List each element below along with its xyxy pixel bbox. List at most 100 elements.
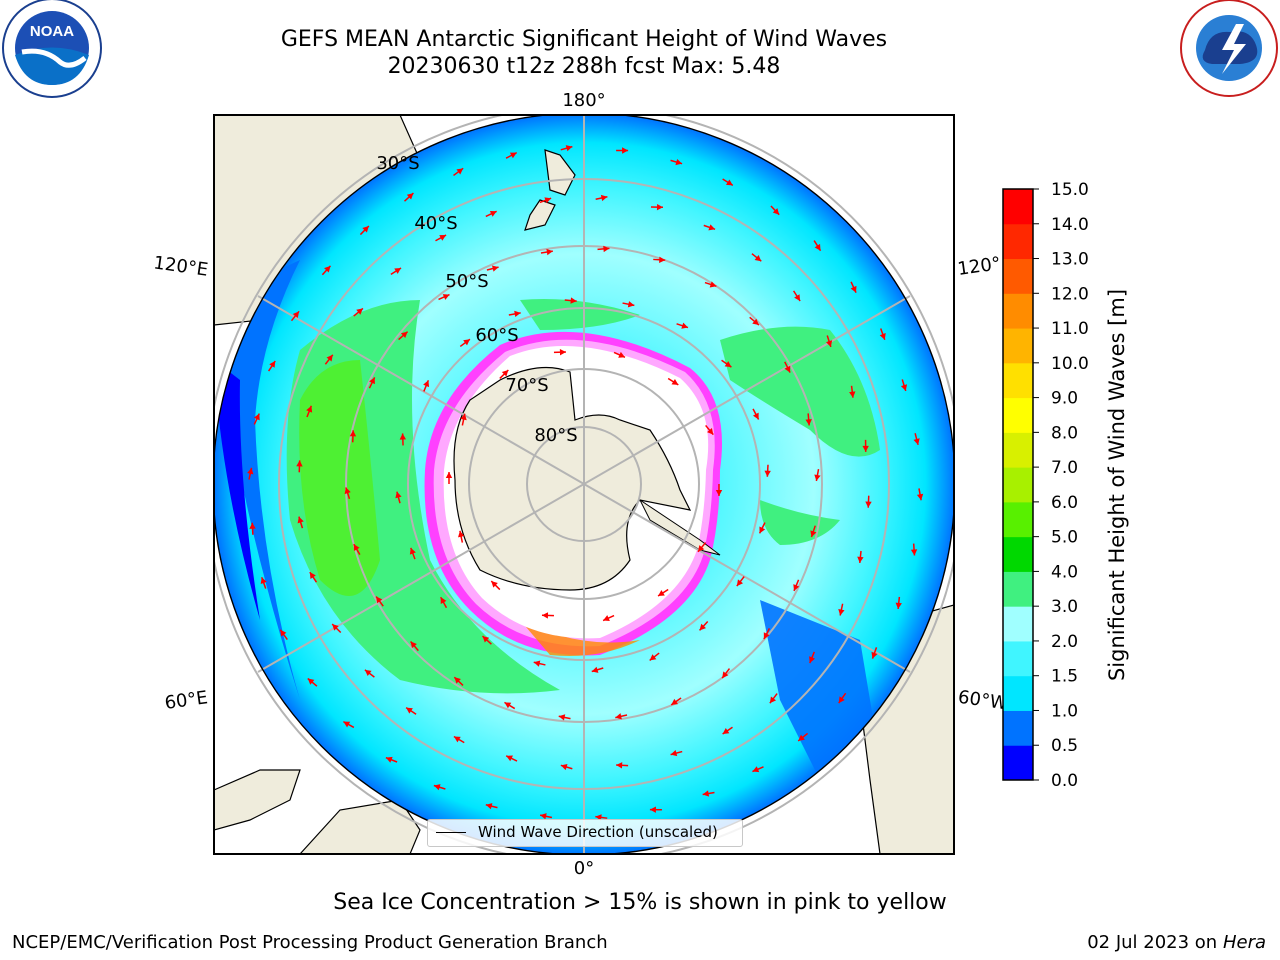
wave-arrow-head — [616, 762, 623, 769]
colorbar-segment — [1003, 675, 1033, 711]
wave-arrow-head — [603, 615, 610, 621]
colorbar-segment — [1003, 536, 1033, 572]
wave-arrow-head — [659, 256, 666, 263]
wave-arrow-head — [406, 193, 414, 200]
colorbar-segment — [1003, 362, 1033, 399]
lon-label-lower-left: 60°E — [163, 687, 209, 714]
wave-arrow-head — [649, 654, 657, 661]
wave-arrow-head — [546, 248, 553, 256]
wave-arrow-head — [540, 813, 547, 820]
wave-arrow-head — [559, 349, 566, 356]
wave-arrow-head — [895, 602, 902, 609]
wave-arrow-head — [724, 361, 732, 368]
wave-arrow-head — [260, 577, 267, 584]
wave-arrow-head — [440, 597, 447, 604]
wave-arrow-head — [492, 265, 499, 272]
wave-arrow-head — [247, 467, 254, 475]
sea-ice-note: Sea Ice Concentration > 15% is shown in … — [333, 890, 947, 915]
wave-arrow-head — [442, 294, 450, 300]
wave-arrow-head — [814, 474, 821, 481]
wave-arrow-head — [385, 756, 393, 763]
legend-line-sample — [436, 832, 466, 833]
wave-arrow-head — [253, 413, 260, 421]
colorbar-segment — [1003, 606, 1033, 642]
wave-arrow-head — [805, 419, 812, 426]
wave-arrow-head — [399, 433, 407, 440]
wave-arrow-head — [353, 544, 360, 551]
wave-arrow-head — [736, 579, 744, 587]
wave-arrow-head — [280, 629, 287, 637]
wave-arrow-head — [509, 152, 517, 159]
wave-arrow-head — [752, 318, 759, 326]
wave-arrow-head — [349, 430, 357, 437]
colorbar-tick-label: 14.0 — [1051, 215, 1089, 235]
lat-label-60: 60°S — [475, 325, 518, 346]
colorbar-segment — [1003, 571, 1033, 607]
noaa-logo-text: NOAA — [30, 23, 74, 40]
wave-arrow-head — [453, 736, 461, 743]
wave-arrow-head — [506, 755, 513, 762]
colorbar-tick-label: 10.0 — [1051, 354, 1089, 374]
wave-arrow-head — [681, 322, 689, 329]
wave-arrow-head — [324, 265, 331, 273]
colorbar-tick-label: 0.5 — [1051, 736, 1078, 756]
wave-arrow-head — [709, 281, 717, 288]
wave-arrow-head — [618, 351, 625, 358]
colorbar-segment — [1003, 223, 1033, 260]
wave-arrow-head — [369, 377, 375, 385]
wave-arrow-head — [482, 636, 490, 643]
wave-arrow-head — [798, 734, 805, 741]
wave-arrow-head — [364, 669, 372, 677]
wave-arrow-head — [409, 547, 416, 555]
wave-arrow-head — [297, 516, 304, 524]
lat-label-30: 30°S — [376, 153, 419, 174]
wave-arrow-head — [871, 651, 878, 659]
land-antarctica — [453, 366, 692, 591]
wave-arrow-head — [454, 677, 461, 684]
wave-arrow-head — [793, 584, 800, 591]
wave-arrow-head — [456, 168, 464, 175]
wave-arrow-head — [504, 702, 512, 709]
footer-host: Hera — [1222, 932, 1266, 953]
colorbar-segment — [1003, 745, 1033, 781]
colorbar-frame — [1002, 188, 1034, 781]
wave-arrow-head — [763, 632, 770, 640]
wave-arrow-head — [810, 530, 817, 538]
map-area — [214, 115, 954, 854]
wave-arrow-head — [615, 713, 622, 720]
wave-arrow-head — [794, 294, 801, 301]
lon-label-bottom: 0° — [574, 858, 594, 879]
legend-label: Wind Wave Direction (unscaled) — [478, 823, 718, 841]
colorbar-tick-label: 12.0 — [1051, 284, 1089, 304]
wave-arrow-head — [715, 490, 723, 496]
wave-arrow-head — [862, 445, 869, 452]
wave-arrow-head — [501, 369, 509, 377]
wave-arrow-head — [376, 596, 383, 604]
lon-label-upper-left: 120°E — [152, 252, 209, 280]
colorbar-tick-label: 5.0 — [1051, 528, 1078, 548]
colorbar-tick-label: 1.5 — [1051, 667, 1078, 687]
lat-label-70: 70°S — [505, 375, 548, 396]
colorbar-tick-label: 13.0 — [1051, 250, 1089, 270]
wave-arrow-head — [865, 501, 872, 508]
wave-arrow-head — [850, 285, 857, 293]
colorbar-segment — [1003, 467, 1033, 503]
wave-arrow-head — [809, 656, 816, 664]
wave-arrow-head — [913, 438, 920, 445]
wave-arrow-head — [900, 384, 908, 391]
land-new-zealand — [524, 149, 576, 231]
chart-subtitle: 20230630 t12z 288h fcst Max: 5.48 — [387, 54, 781, 79]
wave-arrow-head — [565, 145, 573, 152]
wave-arrow-head — [591, 666, 599, 673]
wave-arrow-head — [752, 766, 760, 773]
colorbar-segment — [1003, 640, 1033, 677]
wave-arrow-head — [670, 750, 678, 757]
lon-label-top: 180° — [562, 90, 605, 111]
wave-arrow-head — [344, 487, 351, 495]
wave-arrow-head — [296, 460, 303, 467]
lon-label-lower-right: 60°W — [957, 687, 1009, 715]
colorbar-tick-label: 15.0 — [1051, 180, 1089, 200]
wave-arrow-head — [838, 696, 845, 704]
wave-arrow-head — [533, 660, 541, 667]
chart-title: GEFS MEAN Antarctic Significant Height o… — [280, 27, 888, 52]
